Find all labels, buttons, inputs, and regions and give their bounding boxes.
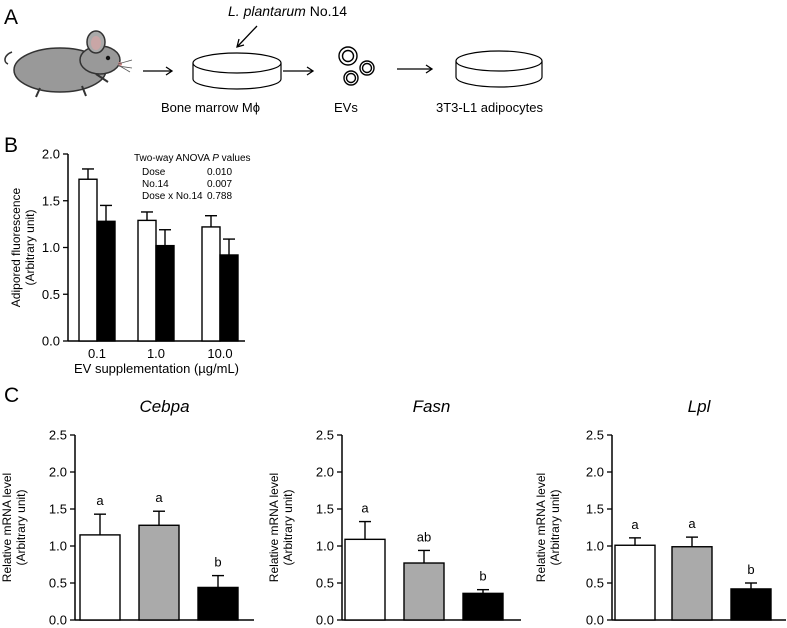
bar (730, 588, 772, 621)
bar (219, 254, 239, 342)
significance-letter: b (214, 555, 221, 570)
y-tick-label: 2.5 (49, 428, 67, 443)
strain-label: L. plantarum No.14 (228, 3, 347, 19)
y-tick-label: 1.5 (316, 502, 334, 517)
bar (201, 226, 221, 342)
significance-letter: a (688, 516, 696, 531)
significance-letter: a (96, 493, 104, 508)
y-axis-label: Adipored fluorescence (9, 187, 23, 307)
bar (137, 219, 157, 342)
bar (197, 586, 239, 621)
significance-letter: a (155, 490, 163, 505)
bar (403, 562, 445, 621)
y-tick-label: 2.0 (586, 465, 604, 480)
significance-letter: b (747, 562, 754, 577)
chart-title: Lpl (688, 397, 712, 416)
y-tick-label: 0.0 (49, 613, 67, 628)
bar (462, 592, 504, 621)
petri-dish-icon (455, 50, 543, 88)
step-label-adipocytes: 3T3-L1 adipocytes (436, 100, 543, 115)
y-axis-label-unit: (Arbitrary unit) (23, 209, 37, 285)
y-tick-label: 0.5 (42, 287, 60, 302)
y-tick-label: 0.5 (49, 576, 67, 591)
chart-fasn: 0.0 0.5 1.0 1.5 2.0 2.5 Relative mRNA level (Ar… (267, 397, 521, 628)
y-tick-label: 0.5 (586, 576, 604, 591)
y-tick-label: 1.0 (316, 539, 334, 554)
y-tick-label: 0.5 (316, 576, 334, 591)
chart-lpl: 0.0 0.5 1.0 1.5 2.0 2.5 Relative mRNA level (Ar… (534, 397, 786, 628)
anova-term: No.14 (142, 179, 169, 190)
y-axis-label: Relative mRNA level (534, 473, 548, 582)
anova-p-value: 0.007 (207, 179, 232, 190)
anova-title: Two-way ANOVA P values (134, 153, 251, 164)
y-tick-label: 0.0 (316, 613, 334, 628)
bar (155, 244, 175, 342)
chart-title: Fasn (413, 397, 451, 416)
x-tick-label: 1.0 (147, 346, 165, 361)
anova-p-value: 0.010 (207, 167, 232, 178)
bar (96, 220, 116, 342)
y-tick-label: 1.0 (42, 240, 60, 255)
y-tick-label: 2.0 (49, 465, 67, 480)
significance-letter: a (361, 501, 369, 516)
step-label-evs: EVs (334, 100, 358, 115)
y-axis-label: Relative mRNA level (267, 473, 281, 582)
chart-title: Cebpa (139, 397, 189, 416)
y-tick-label: 2.0 (42, 147, 60, 162)
petri-dish-icon (192, 52, 282, 90)
y-tick-label: 2.5 (316, 428, 334, 443)
chart-b: 0.0 0.5 1.0 1.5 2.0 Adipored fluorescence (Arb… (9, 147, 251, 377)
significance-letter: ab (417, 529, 431, 544)
arrow-right-icon (143, 64, 434, 76)
panel-c-letter: C (4, 384, 19, 407)
anova-p-value: 0.788 (207, 191, 232, 202)
y-tick-label: 1.5 (586, 502, 604, 517)
anova-term: Dose (142, 167, 166, 178)
bar (78, 178, 98, 342)
y-axis-label-unit: (Arbitrary unit) (548, 489, 562, 565)
panel-a-letter: A (4, 6, 18, 29)
y-tick-label: 2.5 (586, 428, 604, 443)
significance-letter: a (631, 517, 639, 532)
y-tick-label: 0.0 (42, 334, 60, 349)
bar (344, 538, 386, 621)
bar (671, 546, 713, 621)
significance-letter: b (479, 569, 486, 584)
arrow-down-left-icon (236, 25, 258, 48)
y-tick-label: 1.0 (49, 539, 67, 554)
y-tick-label: 1.5 (49, 502, 67, 517)
y-tick-label: 0.0 (586, 613, 604, 628)
y-tick-label: 1.5 (42, 193, 60, 208)
y-tick-label: 1.0 (586, 539, 604, 554)
bar (138, 524, 180, 621)
y-axis-label-unit: (Arbitrary unit) (281, 489, 295, 565)
vesicles-icon (338, 46, 375, 86)
bar (79, 534, 121, 621)
bar (614, 544, 656, 621)
anova-term: Dose x No.14 (142, 191, 203, 202)
x-axis-label: EV supplementation (µg/mL) (74, 361, 239, 376)
panel-b-letter: B (4, 134, 18, 157)
y-axis-label: Relative mRNA level (0, 473, 14, 582)
mouse-icon (4, 30, 133, 98)
x-tick-label: 0.1 (88, 346, 106, 361)
chart-cebpa: 0.0 0.5 1.0 1.5 2.0 2.5 Relative mRNA level (Ar… (0, 397, 254, 628)
x-tick-label: 10.0 (207, 346, 232, 361)
step-label-bone-marrow: Bone marrow Mϕ (161, 100, 260, 115)
y-tick-label: 2.0 (316, 465, 334, 480)
y-axis-label-unit: (Arbitrary unit) (14, 489, 28, 565)
